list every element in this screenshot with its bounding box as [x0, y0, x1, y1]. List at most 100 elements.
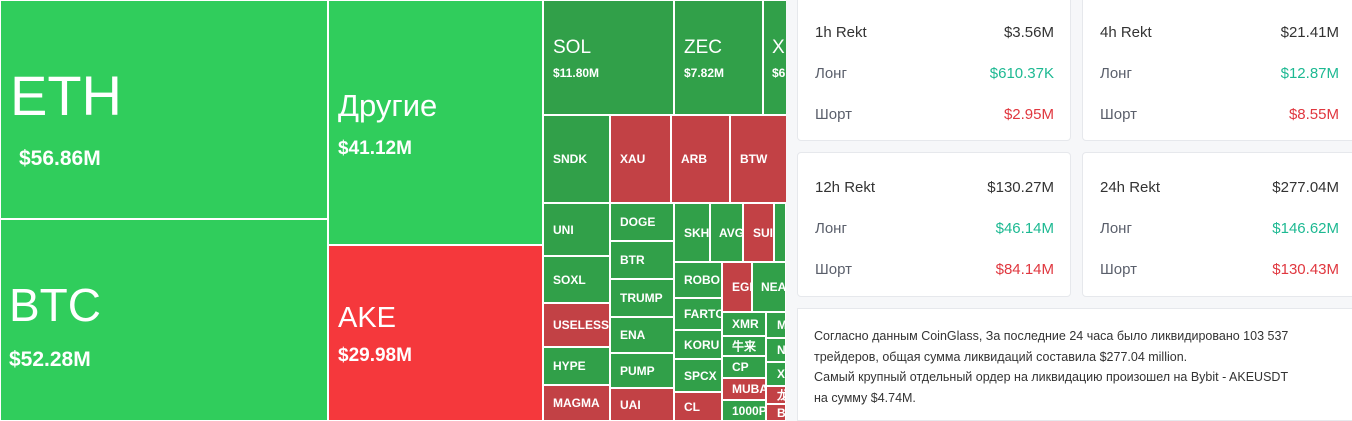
tile-symbol: TRUMP	[620, 291, 663, 305]
tile-symbol: FARTC	[684, 307, 722, 321]
tile-symbol: ZEC	[684, 37, 722, 58]
short-label: Шорт	[1100, 106, 1137, 123]
tile-value: $56.86M	[19, 147, 101, 170]
tile-symbol: DOGE	[620, 215, 656, 229]
tile-m[interactable]: M	[766, 312, 786, 338]
tile-hype[interactable]: HYPE	[543, 347, 610, 385]
long-value: $610.37K	[989, 65, 1054, 82]
tile-doge[interactable]: DOGE	[610, 203, 674, 241]
tile-symbol: BTR	[620, 253, 645, 267]
tile-symbol: CP	[732, 360, 749, 374]
tile-btr[interactable]: BTR	[610, 241, 674, 279]
long-label: Лонг	[1100, 65, 1132, 82]
tile-value: $41.12M	[338, 138, 412, 159]
tile-pump[interactable]: PUMP	[610, 353, 674, 388]
tile-ake[interactable]: AKE $29.98M	[328, 245, 543, 421]
short-label: Шорт	[1100, 261, 1137, 278]
tile-magma[interactable]: MAGMA	[543, 385, 610, 421]
tile-ena[interactable]: ENA	[610, 317, 674, 353]
tile-symbol: ETH	[10, 64, 122, 127]
tile-trump[interactable]: TRUMP	[610, 279, 674, 317]
tile-eth[interactable]: ETH $56.86M	[0, 0, 328, 219]
short-label: Шорт	[815, 106, 852, 123]
long-label: Лонг	[1100, 220, 1132, 237]
short-label: Шорт	[815, 261, 852, 278]
tile-btw[interactable]: BTW	[730, 115, 786, 203]
long-label: Лонг	[815, 65, 847, 82]
tile-symbol: SOXL	[553, 272, 586, 287]
short-value: $8.55M	[1288, 106, 1339, 123]
tile-btc[interactable]: BTC $52.28M	[0, 219, 328, 421]
tile-symbol: HYPE	[553, 359, 586, 373]
tile-symbol: SKH	[684, 225, 710, 240]
tile-symbol: ARB	[681, 152, 707, 166]
liquidation-summary: Согласно данным CoinGlass, За последние …	[797, 308, 1352, 421]
tile-avg[interactable]: AVG	[710, 203, 743, 262]
tile-symbol: USELESS	[553, 318, 610, 332]
summary-line: на сумму $4.74M.	[814, 390, 916, 405]
tile-symbol: SUI	[753, 225, 774, 240]
tile-nea[interactable]: NEA	[752, 262, 786, 312]
tile-xau[interactable]: XAU	[610, 115, 671, 203]
tile-symbol: BTC	[9, 279, 101, 331]
tile-symbol: AVG	[719, 225, 743, 240]
tile-koru[interactable]: KORU	[674, 330, 722, 359]
long-label: Лонг	[815, 220, 847, 237]
tile-fartc[interactable]: FARTC	[674, 298, 722, 330]
tile-egl[interactable]: EGL	[722, 262, 752, 312]
tile-n[interactable]: N	[766, 338, 786, 362]
tile-symbol: N	[777, 343, 786, 357]
tile-spcx[interactable]: SPCX	[674, 359, 722, 392]
long-value: $46.14M	[995, 220, 1054, 237]
tile-symbol: XAU	[620, 152, 646, 166]
tile-symbol: 1000P	[732, 403, 766, 418]
rekt-total: $3.56M	[1003, 24, 1054, 41]
tile-symbol: PUMP	[620, 363, 655, 378]
tile-symbol: NEA	[761, 280, 786, 294]
tile-symbol: MAGMA	[553, 396, 600, 410]
tile-symbol: XMR	[732, 317, 759, 331]
tile-xmr[interactable]: XMR	[722, 312, 766, 336]
tile-robo[interactable]: ROBO	[674, 262, 722, 298]
short-value: $84.14M	[995, 261, 1054, 278]
tile-symbol: B	[777, 405, 786, 420]
tile-b[interactable]: B	[766, 404, 786, 421]
tile-niulai[interactable]: 牛来	[722, 336, 766, 356]
tile-zec[interactable]: ZEC $7.82M	[674, 0, 763, 115]
tile-symbol: M	[777, 318, 786, 332]
tile-sndk[interactable]: SNDK	[543, 115, 610, 203]
tile-1000p[interactable]: 1000P	[722, 400, 766, 421]
tile-cp[interactable]: CP	[722, 356, 766, 378]
tile-symbol: CL	[684, 399, 700, 414]
tile-symbol: SNDK	[553, 152, 588, 166]
tile-value: $6	[772, 66, 786, 80]
tile-xi[interactable]: XI $6	[763, 0, 786, 115]
rekt-card-1h: 1h Rekt $3.56M Лонг $610.37K Шорт $2.95M	[797, 0, 1071, 141]
tile-others[interactable]: Другие $41.12M	[328, 0, 543, 245]
tile-symbol: 龙	[777, 387, 785, 403]
tile-uai[interactable]: UAI	[610, 388, 674, 421]
tile-muba[interactable]: MUBA	[722, 378, 766, 400]
tile-cl[interactable]: CL	[674, 392, 722, 421]
rekt-period: 12h Rekt	[815, 179, 876, 196]
tile-symbol: BTW	[740, 152, 768, 166]
tile-long[interactable]: 龙	[766, 386, 786, 404]
tile-symbol: AKE	[338, 302, 397, 334]
tile-soxl[interactable]: SOXL	[543, 256, 610, 303]
rekt-total: $130.27M	[987, 179, 1054, 196]
tile-arb[interactable]: ARB	[671, 115, 730, 203]
rekt-sidebar: 1h Rekt $3.56M Лонг $610.37K Шорт $2.95M 4h…	[786, 0, 1352, 421]
tile-useless[interactable]: USELESS	[543, 303, 610, 347]
tile-symbol: SPCX	[684, 368, 717, 383]
tile-skh[interactable]: SKH	[674, 203, 710, 262]
tile-symbol: SOL	[553, 37, 592, 58]
liquidation-heatmap: ETH $56.86M BTC $52.28M Другие $41.12M A…	[0, 0, 786, 421]
tile-x[interactable]: X	[766, 362, 786, 386]
rekt-total: $277.04M	[1272, 179, 1339, 196]
tile-sui[interactable]: SUI	[743, 203, 774, 262]
tile-sol[interactable]: SOL $11.80M	[543, 0, 674, 115]
summary-line: Согласно данным CoinGlass, За последние …	[814, 329, 1289, 343]
tile-small-extra-1[interactable]	[774, 203, 786, 262]
tile-uni[interactable]: UNI	[543, 203, 610, 256]
tile-symbol: UNI	[553, 222, 574, 237]
